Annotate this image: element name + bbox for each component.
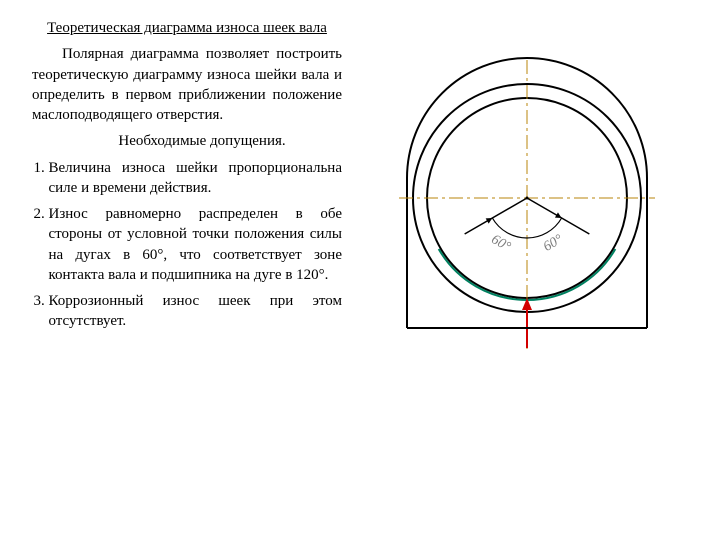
svg-text:60°: 60° xyxy=(541,232,566,255)
svg-text:60°: 60° xyxy=(489,232,514,255)
list-item: Износ равномерно распределен в обе сторо… xyxy=(49,204,343,285)
list-item: Коррозионный износ шеек при этом отсутст… xyxy=(49,291,343,332)
assumptions-list: Величина износа шейки пропорциональна си… xyxy=(32,158,342,332)
subhead: Необходимые допущения. xyxy=(32,131,342,151)
list-item: Величина износа шейки пропорциональна си… xyxy=(49,158,343,199)
paragraph-1: Полярная диаграмма позволяет построить т… xyxy=(32,44,342,125)
wear-diagram: 60° 60° xyxy=(372,48,682,388)
title: Теоретическая диаграмма износа шеек вала xyxy=(32,18,342,38)
